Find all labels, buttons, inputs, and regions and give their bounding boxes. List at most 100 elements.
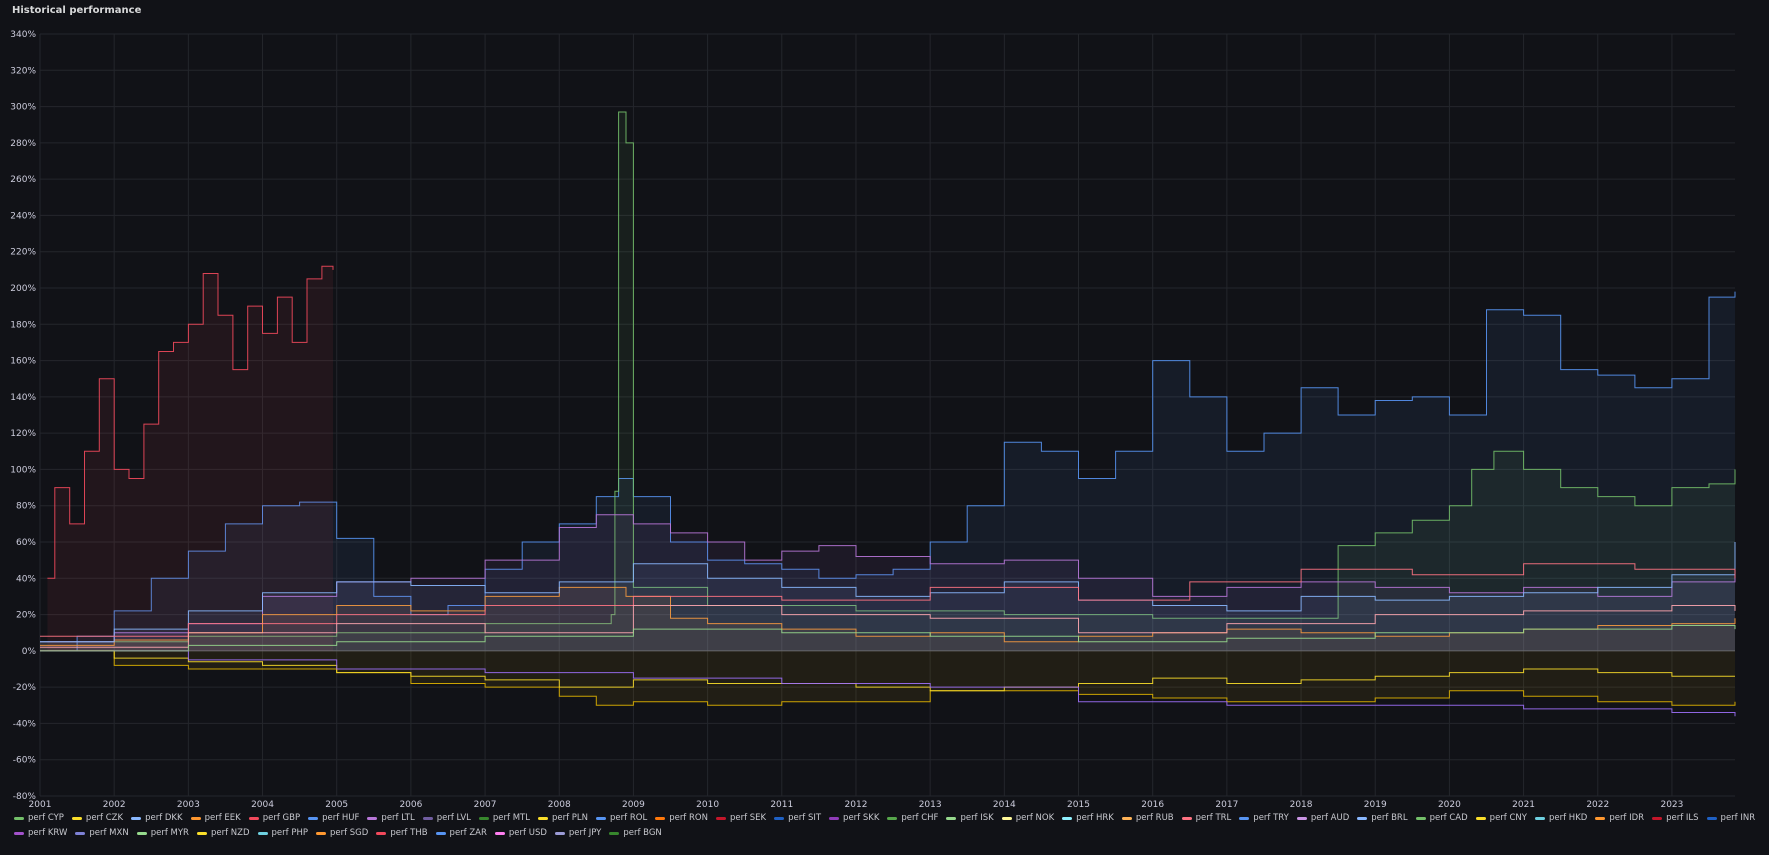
legend-item[interactable]: perf ROL xyxy=(596,813,647,823)
chart-plot[interactable]: -80% -60% -40% -20% 0% 20% 40% 60% 80% 100% 120% 14… xyxy=(0,0,1769,810)
legend-item[interactable]: perf BRL xyxy=(1357,813,1408,823)
legend-item[interactable]: perf MYR xyxy=(136,828,189,838)
legend-item[interactable]: perf SKK xyxy=(829,813,879,823)
legend-label: perf ILS xyxy=(1666,813,1699,823)
legend-item[interactable]: perf SIT xyxy=(774,813,821,823)
x-tick-label: 2019 xyxy=(1364,800,1387,810)
legend-swatch xyxy=(596,816,607,820)
legend-item[interactable]: perf HKD xyxy=(1534,813,1587,823)
x-tick-label: 2001 xyxy=(29,800,52,810)
legend-item[interactable]: perf CZK xyxy=(71,813,123,823)
y-tick-label: -40% xyxy=(13,719,37,729)
series-line-perf-jpy[interactable] xyxy=(40,605,1736,648)
legend-item[interactable]: perf LTL xyxy=(367,813,415,823)
legend-item[interactable]: perf ILS xyxy=(1652,813,1699,823)
legend-label: perf ZAR xyxy=(449,828,487,838)
legend-item[interactable]: perf CAD xyxy=(1415,813,1468,823)
legend-item[interactable]: perf HRK xyxy=(1062,813,1114,823)
y-tick-label: 140% xyxy=(10,393,36,403)
legend-item[interactable]: perf JPY xyxy=(554,828,602,838)
series-line-perf-usd[interactable] xyxy=(40,563,1736,637)
legend-item[interactable]: perf ISK xyxy=(946,813,994,823)
legend-swatch xyxy=(422,816,433,820)
legend-item[interactable]: perf NOK xyxy=(1001,813,1054,823)
legend-item[interactable]: perf PLN xyxy=(537,813,588,823)
legend-item[interactable]: perf IDR xyxy=(1595,813,1644,823)
legend-item[interactable]: perf ZAR xyxy=(435,828,487,838)
series-area-perf-cyp xyxy=(40,112,1735,651)
legend-item[interactable]: perf SGD xyxy=(315,828,368,838)
legend-label: perf HRK xyxy=(1076,813,1114,823)
legend-item[interactable]: perf HUF xyxy=(308,813,359,823)
legend-item[interactable]: perf RUB xyxy=(1121,813,1174,823)
legend-item[interactable]: perf GBP xyxy=(248,813,300,823)
legend-item[interactable]: perf INR xyxy=(1706,813,1756,823)
series-line-perf-try[interactable] xyxy=(40,291,1736,652)
legend-label: perf ISK xyxy=(960,813,994,823)
x-tick-label: 2017 xyxy=(1215,800,1238,810)
legend-item[interactable]: perf DKK xyxy=(131,813,183,823)
legend-item[interactable]: perf KRW xyxy=(14,828,67,838)
x-tick-label: 2022 xyxy=(1586,800,1609,810)
legend-item[interactable]: perf CHF xyxy=(887,813,938,823)
legend-item[interactable]: perf CYP xyxy=(14,813,64,823)
legend-item[interactable]: perf MXN xyxy=(75,828,129,838)
legend-item[interactable]: perf BGN xyxy=(609,828,662,838)
legend-label: perf DKK xyxy=(145,813,183,823)
legend-swatch xyxy=(774,816,785,820)
series-line-perf-cyp[interactable] xyxy=(40,111,1736,643)
y-tick-label: 320% xyxy=(10,66,36,76)
legend-item[interactable]: perf TRL xyxy=(1181,813,1231,823)
legend-item[interactable]: perf PHP xyxy=(257,828,308,838)
legend-swatch xyxy=(435,831,446,835)
legend-label: perf JPY xyxy=(568,828,602,838)
legend-item[interactable]: perf RON xyxy=(655,813,708,823)
y-tick-label: -80% xyxy=(13,792,37,802)
y-tick-label: 160% xyxy=(10,357,36,367)
legend-swatch xyxy=(315,831,326,835)
y-tick-label: 280% xyxy=(10,139,36,149)
series-line-perf-bgn[interactable] xyxy=(40,625,1736,652)
legend-item[interactable]: perf MTL xyxy=(478,813,530,823)
x-tick-label: 2006 xyxy=(399,800,422,810)
legend-swatch xyxy=(554,831,565,835)
legend-item[interactable]: perf LVL xyxy=(422,813,471,823)
legend-label: perf MYR xyxy=(150,828,189,838)
series-line-perf-php[interactable] xyxy=(40,650,1736,717)
legend-label: perf BGN xyxy=(623,828,662,838)
series-area-perf-isk xyxy=(40,587,1735,651)
legend-swatch xyxy=(1121,816,1132,820)
legend-swatch xyxy=(1595,816,1606,820)
legend-item[interactable]: perf AUD xyxy=(1296,813,1349,823)
x-tick-label: 2013 xyxy=(919,800,942,810)
legend-swatch xyxy=(1415,816,1426,820)
y-tick-label: 200% xyxy=(10,284,36,294)
legend-swatch xyxy=(1062,816,1073,820)
y-tick-label: 40% xyxy=(16,574,36,584)
y-tick-label: 60% xyxy=(16,538,36,548)
legend-item[interactable]: perf USD xyxy=(494,828,547,838)
series-line-perf-rol[interactable] xyxy=(47,265,334,579)
legend-label: perf INR xyxy=(1720,813,1756,823)
legend-label: perf KRW xyxy=(28,828,68,838)
legend-label: perf THB xyxy=(390,828,428,838)
legend-item[interactable]: perf NZD xyxy=(196,828,250,838)
x-tick-label: 2015 xyxy=(1067,800,1090,810)
legend-item[interactable]: perf TRY xyxy=(1239,813,1289,823)
legend-item[interactable]: perf SEK xyxy=(715,813,766,823)
legend-label: perf RUB xyxy=(1135,813,1174,823)
y-tick-label: 240% xyxy=(10,211,36,221)
y-tick-label: 120% xyxy=(10,429,36,439)
legend-swatch xyxy=(376,831,387,835)
x-tick-label: 2011 xyxy=(770,800,793,810)
x-tick-label: 2020 xyxy=(1438,800,1461,810)
x-tick-label: 2010 xyxy=(696,800,719,810)
legend-swatch xyxy=(537,816,548,820)
legend-item[interactable]: perf CNY xyxy=(1475,813,1527,823)
x-tick-label: 2003 xyxy=(177,800,200,810)
legend-label: perf BRL xyxy=(1371,813,1408,823)
series-area-perf-rol xyxy=(47,266,334,651)
legend-item[interactable]: perf THB xyxy=(376,828,428,838)
legend-item[interactable]: perf EEK xyxy=(190,813,241,823)
y-tick-label: 300% xyxy=(10,103,36,113)
